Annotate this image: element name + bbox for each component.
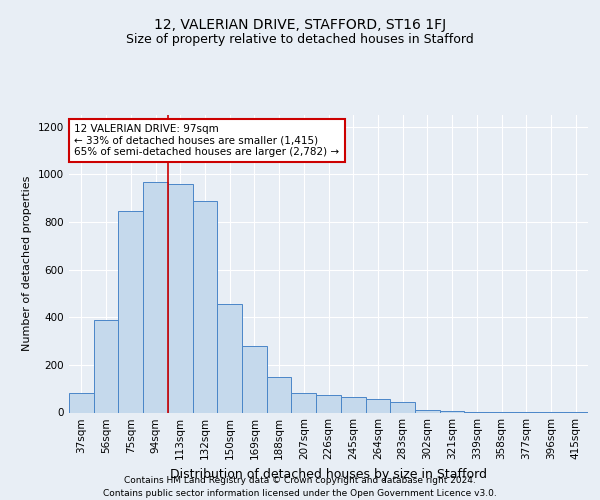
Bar [118, 212, 143, 412]
Bar [143, 182, 168, 412]
Bar [94, 320, 118, 412]
Bar [242, 346, 267, 412]
Bar [193, 200, 217, 412]
Bar [168, 184, 193, 412]
Bar [316, 394, 341, 412]
Bar [341, 397, 365, 412]
Bar [217, 304, 242, 412]
Bar [415, 410, 440, 412]
Y-axis label: Number of detached properties: Number of detached properties [22, 176, 32, 352]
Bar [267, 377, 292, 412]
Text: Contains public sector information licensed under the Open Government Licence v3: Contains public sector information licen… [103, 489, 497, 498]
Text: Size of property relative to detached houses in Stafford: Size of property relative to detached ho… [126, 32, 474, 46]
Bar [365, 400, 390, 412]
Text: Contains HM Land Registry data © Crown copyright and database right 2024.: Contains HM Land Registry data © Crown c… [124, 476, 476, 485]
X-axis label: Distribution of detached houses by size in Stafford: Distribution of detached houses by size … [170, 468, 487, 481]
Bar [390, 402, 415, 412]
Bar [292, 394, 316, 412]
Text: 12, VALERIAN DRIVE, STAFFORD, ST16 1FJ: 12, VALERIAN DRIVE, STAFFORD, ST16 1FJ [154, 18, 446, 32]
Text: 12 VALERIAN DRIVE: 97sqm
← 33% of detached houses are smaller (1,415)
65% of sem: 12 VALERIAN DRIVE: 97sqm ← 33% of detach… [74, 124, 340, 157]
Bar [69, 394, 94, 412]
